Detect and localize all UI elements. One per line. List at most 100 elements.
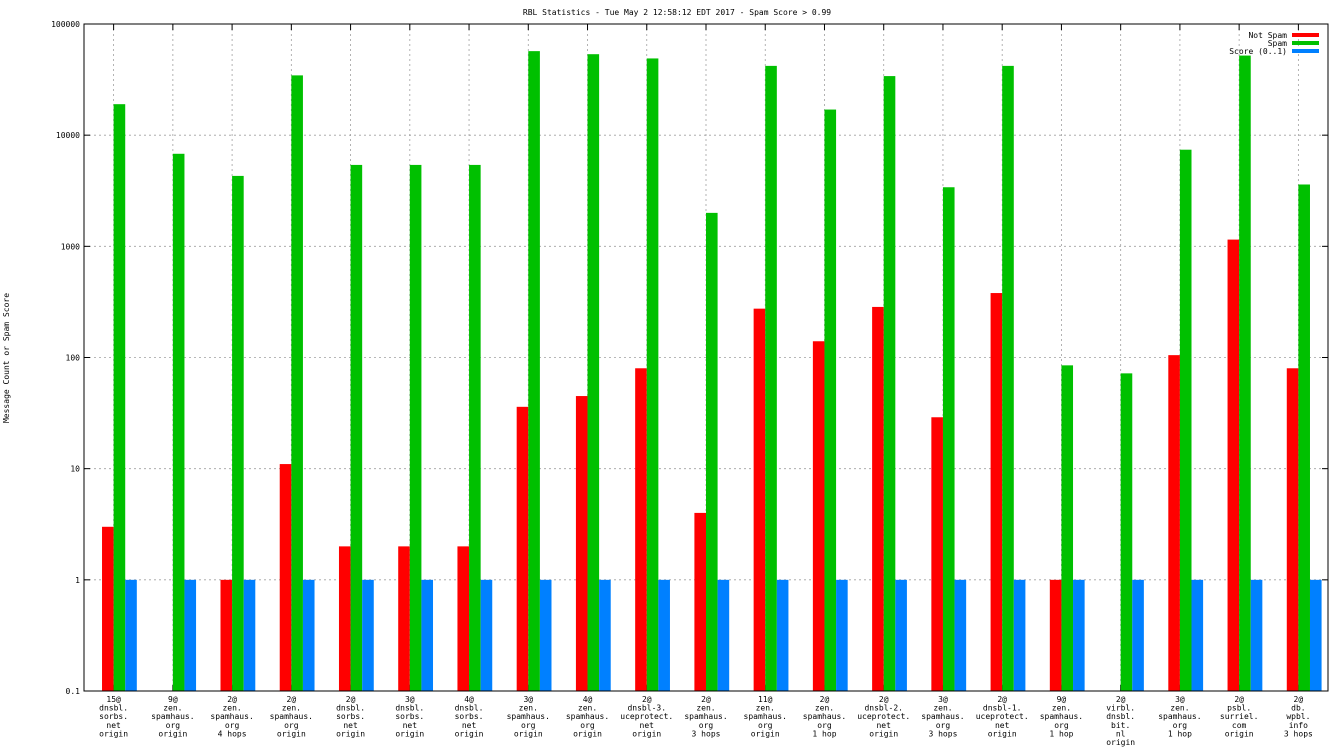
x-tick-label: spamhaus.	[744, 712, 787, 721]
x-tick-label: 2@	[227, 695, 237, 704]
bar-spam	[942, 187, 955, 691]
x-tick-label: uceprotect.	[857, 712, 910, 721]
x-tick-label: org	[225, 721, 240, 730]
y-tick-label: 10000	[56, 131, 80, 140]
x-tick-label: sorbs.	[455, 712, 484, 721]
x-tick-label: org	[580, 721, 595, 730]
bar-score-0-1	[1191, 579, 1204, 691]
x-tick-label: dnsbl-1.	[983, 704, 1022, 713]
x-tick-label: origin	[988, 729, 1017, 738]
bar-not-spam	[753, 308, 766, 691]
legend-swatch	[1292, 49, 1319, 53]
bar-spam	[883, 76, 896, 691]
x-tick-label: 2@	[1116, 695, 1126, 704]
bar-score-0-1	[480, 579, 493, 691]
bar-spam	[1239, 55, 1251, 691]
x-tick-label: org	[758, 721, 773, 730]
bar-score-0-1	[302, 579, 315, 691]
x-tick-label: zen.	[578, 704, 597, 713]
x-tick-label: 2@	[879, 695, 889, 704]
x-tick-label: com	[1232, 721, 1247, 730]
bars-group	[102, 51, 1322, 692]
x-tick-label: spamhaus.	[684, 712, 727, 721]
x-tick-label: spamhaus.	[803, 712, 846, 721]
x-tick-label: spamhaus.	[270, 712, 313, 721]
x-tick-label: dnsbl.	[336, 704, 365, 713]
x-tick-label: origin	[336, 729, 365, 738]
x-tick-label: 1 hop	[1049, 729, 1073, 738]
x-tick-label: 1 hop	[812, 729, 836, 738]
x-tick-label: 9@	[168, 695, 178, 704]
bar-spam	[1298, 184, 1310, 692]
x-tick-label: zen.	[1052, 704, 1071, 713]
bar-not-spam	[575, 396, 588, 691]
bar-spam	[646, 58, 659, 691]
bar-not-spam	[1168, 355, 1180, 691]
bar-score-0-1	[184, 579, 197, 691]
x-tick-label: origin	[514, 729, 543, 738]
x-tick-label: spamhaus.	[507, 712, 550, 721]
bar-score-0-1	[776, 579, 789, 691]
x-tick-label: origin	[277, 729, 306, 738]
x-tick-label: spamhaus.	[921, 712, 964, 721]
x-tick-labels: 15@dnsbl.sorbs.netorigin9@zen.spamhaus.o…	[99, 695, 1313, 747]
bar-spam	[291, 75, 303, 692]
x-tick-label: org	[699, 721, 714, 730]
x-tick-label: db.	[1291, 704, 1305, 713]
x-tick-label: spamhaus.	[210, 712, 253, 721]
x-tick-label: 1 hop	[1168, 729, 1192, 738]
x-tick-label: sorbs.	[99, 712, 128, 721]
bar-spam	[528, 51, 540, 692]
bar-score-0-1	[1309, 579, 1322, 691]
x-tick-label: net	[995, 721, 1010, 730]
x-tick-label: 2@	[997, 695, 1007, 704]
bar-spam	[765, 65, 777, 691]
y-axis-label: Message Count or Spam Score	[2, 293, 11, 423]
bar-not-spam	[635, 368, 647, 691]
bar-not-spam	[812, 341, 825, 691]
x-tick-label: 4@	[464, 695, 474, 704]
x-tick-label: sorbs.	[336, 712, 365, 721]
bar-score-0-1	[421, 579, 434, 691]
x-tick-label: zen.	[222, 704, 241, 713]
x-tick-label: uceprotect.	[620, 712, 673, 721]
x-tick-label: origin	[395, 729, 424, 738]
x-tick-label: zen.	[696, 704, 715, 713]
bar-spam	[409, 164, 422, 692]
y-tick-label: 100000	[51, 20, 80, 29]
x-tick-label: net	[343, 721, 358, 730]
y-tick-label: 1000	[61, 242, 80, 251]
bar-score-0-1	[895, 579, 907, 691]
x-tick-label: net	[876, 721, 891, 730]
bar-not-spam	[694, 512, 706, 691]
x-tick-label: 3@	[938, 695, 948, 704]
x-tick-label: 3 hops	[1284, 729, 1313, 738]
x-tick-label: dnsbl.	[99, 704, 128, 713]
y-tick-label: 100	[66, 354, 81, 363]
bar-spam	[232, 175, 244, 692]
bar-spam	[1002, 65, 1014, 691]
x-tick-label: zen.	[282, 704, 301, 713]
bar-spam	[824, 109, 837, 691]
bar-not-spam	[872, 306, 884, 691]
bar-score-0-1	[243, 579, 256, 691]
bar-score-0-1	[362, 579, 374, 691]
bar-score-0-1	[1250, 579, 1263, 691]
x-tick-label: 15@	[106, 695, 121, 704]
x-tick-label: zen.	[756, 704, 775, 713]
x-tick-label: 11@	[758, 695, 773, 704]
x-tick-label: net	[403, 721, 418, 730]
bar-not-spam	[279, 464, 292, 691]
bar-not-spam	[1227, 239, 1240, 691]
x-tick-label: net	[462, 721, 477, 730]
x-tick-label: 2@	[820, 695, 830, 704]
x-tick-label: dnsbl-2.	[864, 704, 903, 713]
x-tick-label: 2@	[701, 695, 711, 704]
x-tick-label: origin	[1106, 738, 1135, 747]
x-tick-label: sorbs.	[395, 712, 424, 721]
x-tick-label: net	[106, 721, 121, 730]
x-tick-label: zen.	[519, 704, 538, 713]
bar-score-0-1	[125, 579, 137, 691]
bar-not-spam	[338, 546, 351, 691]
